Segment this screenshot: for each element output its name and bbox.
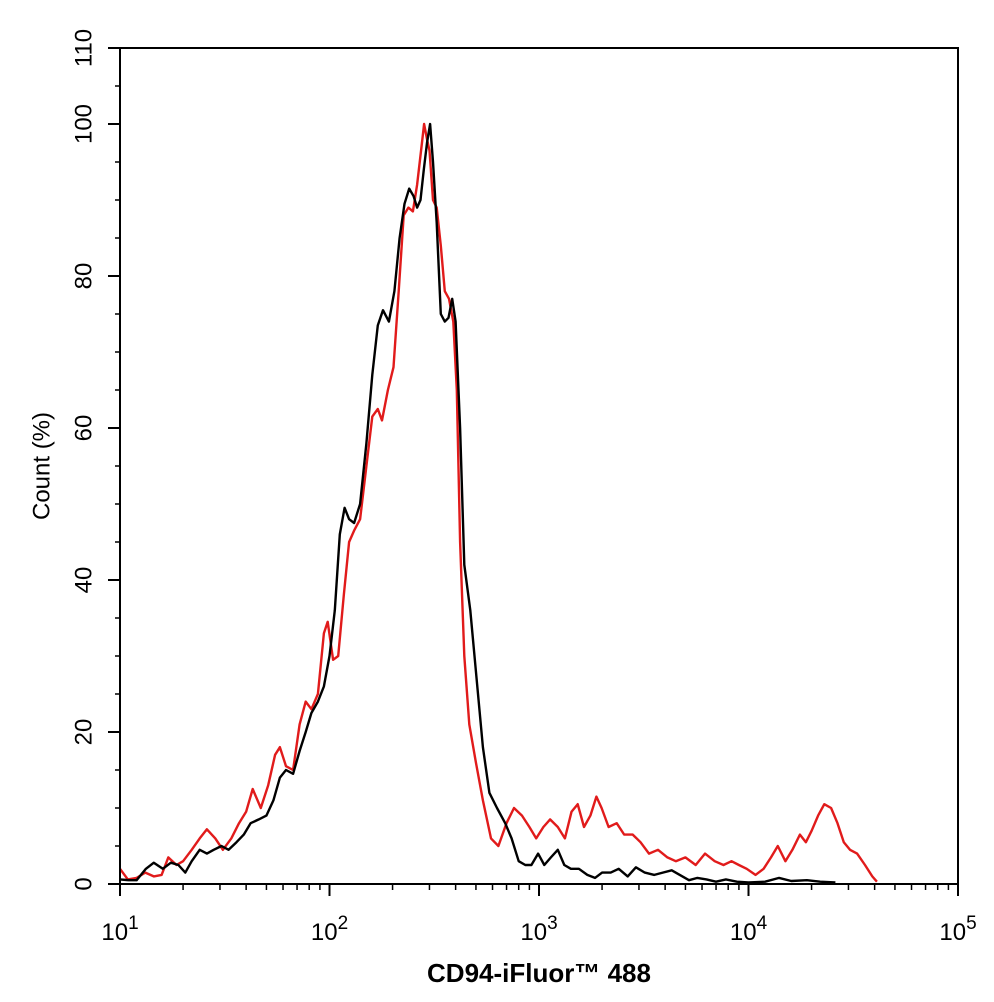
y-axis-ticks: 0 20 40 60 80 100 110 [71, 29, 120, 891]
plot-frame [119, 47, 959, 885]
y-tick-label: 60 [71, 415, 98, 442]
series-layer [119, 122, 878, 884]
histogram-line-1 [119, 122, 878, 883]
x-axis-title: CD94-iFluor™ 488 [427, 958, 651, 988]
x-tick-label: 104 [730, 913, 768, 946]
x-tick-label: 101 [101, 913, 138, 946]
x-tick-label: 103 [520, 913, 557, 946]
x-minor-ticks [182, 884, 950, 890]
x-axis-ticks: 101 102 103 104 105 [101, 884, 977, 946]
y-tick-label: 0 [71, 877, 98, 890]
y-tick-label: 100 [71, 104, 98, 144]
y-tick-label: 80 [71, 263, 98, 290]
y-tick-label: 20 [71, 719, 98, 746]
y-tick-label: 110 [71, 29, 98, 67]
y-tick-label: 40 [71, 567, 98, 594]
histogram-line-2 [119, 122, 836, 884]
x-tick-label: 102 [311, 913, 348, 946]
y-axis-title: Count (%) [29, 412, 56, 520]
x-tick-label: 105 [939, 913, 976, 946]
